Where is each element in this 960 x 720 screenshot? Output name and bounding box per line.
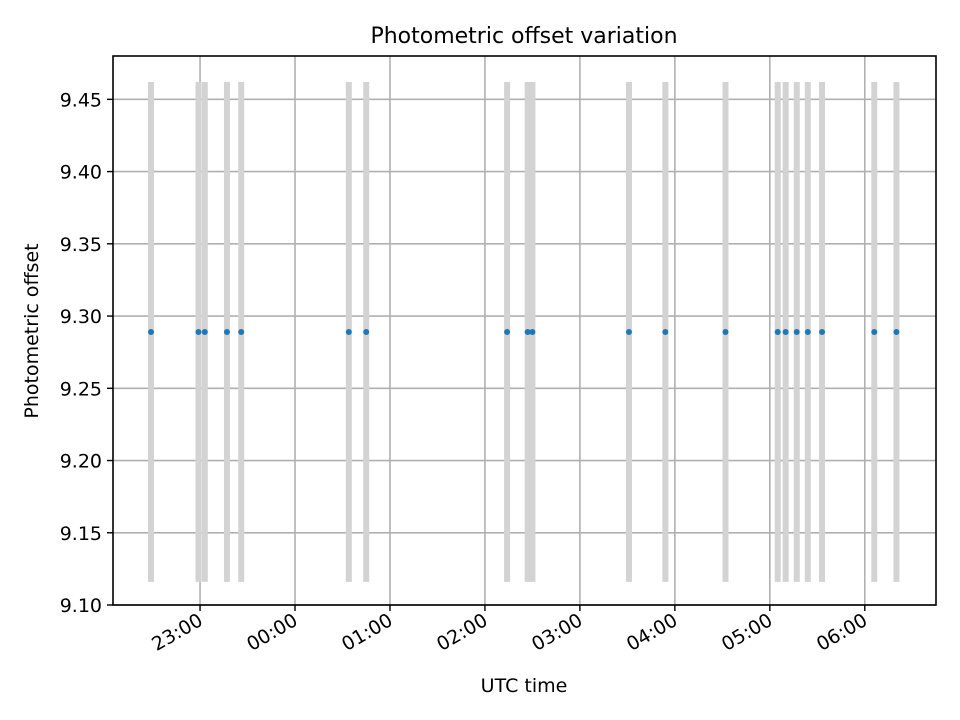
y-tick-label: 9.35 (60, 234, 102, 256)
y-tick-label: 9.30 (60, 306, 102, 328)
data-point (223, 328, 230, 335)
data-point (201, 328, 208, 335)
data-point (195, 328, 202, 335)
y-axis-ticks: 9.10 9.15 9.20 9.25 9.30 9.35 9.40 9.45 (60, 89, 113, 617)
x-tick-label: 23:00 (148, 609, 206, 655)
x-tick-label: 01:00 (338, 609, 396, 655)
data-point (722, 328, 729, 335)
data-point (662, 328, 669, 335)
chart-title: Photometric offset variation (370, 24, 677, 49)
x-tick-label: 06:00 (813, 609, 871, 655)
data-point (893, 328, 900, 335)
x-axis-ticks: 23:00 00:00 01:00 02:00 03:00 04:00 05:00 06:00 (148, 605, 871, 656)
data-point (804, 328, 811, 335)
data-point (504, 328, 511, 335)
y-tick-label: 9.15 (60, 523, 102, 545)
data-point (524, 328, 531, 335)
data-point (871, 328, 878, 335)
data-point (819, 328, 826, 335)
y-axis-label: Photometric offset (21, 243, 43, 418)
data-point (625, 328, 632, 335)
data-point (363, 328, 370, 335)
data-point (529, 328, 536, 335)
data-point (345, 328, 352, 335)
x-tick-label: 05:00 (718, 609, 776, 655)
grid-layer (113, 56, 936, 606)
y-tick-label: 9.25 (60, 378, 102, 400)
y-tick-label: 9.20 (60, 451, 102, 473)
data-point (793, 328, 800, 335)
data-point (782, 328, 789, 335)
y-tick-label: 9.10 (60, 595, 102, 617)
y-tick-label: 9.40 (60, 162, 102, 184)
data-point (774, 328, 781, 335)
x-tick-label: 00:00 (243, 609, 301, 655)
x-tick-label: 04:00 (623, 609, 681, 655)
plot-frame (112, 55, 937, 606)
x-tick-label: 03:00 (528, 609, 586, 655)
data-point (238, 328, 245, 335)
x-axis-label: UTC time (481, 675, 568, 697)
data-point (147, 328, 154, 335)
y-tick-label: 9.45 (60, 89, 102, 111)
data-points (147, 328, 900, 335)
x-tick-label: 02:00 (433, 609, 491, 655)
